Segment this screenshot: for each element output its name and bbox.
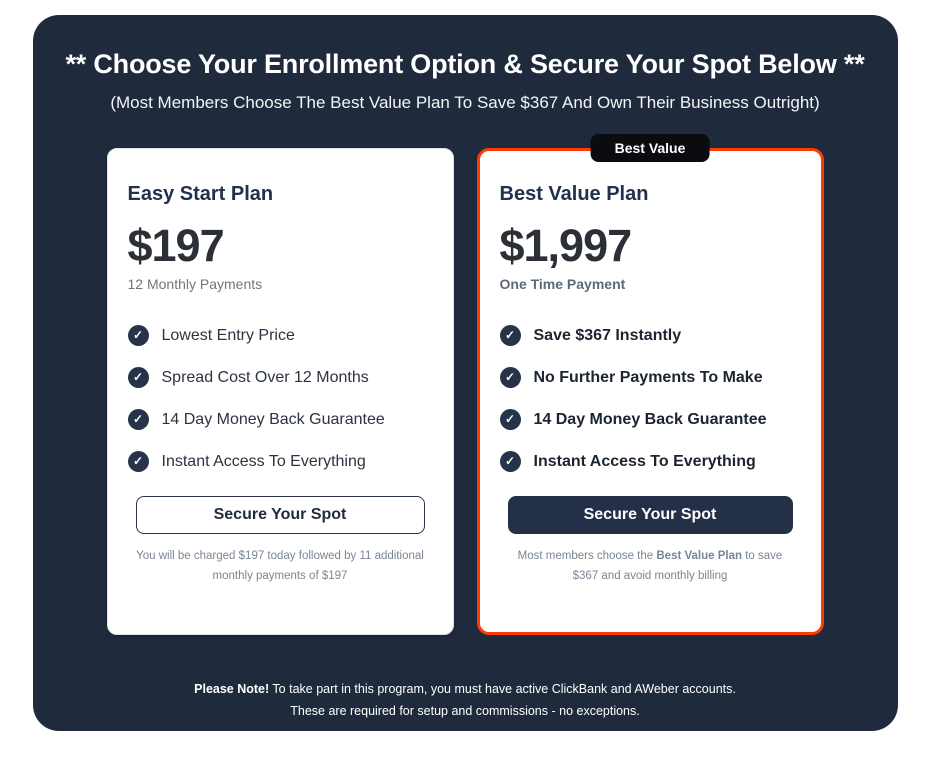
plan-title: Easy Start Plan [127,183,274,205]
feature-item: ✓ 14 Day Money Back Guarantee [499,409,801,430]
enrollment-heading: ** Choose Your Enrollment Option & Secur… [65,49,865,79]
plan-price: $197 [127,220,225,271]
feature-label: Instant Access To Everything [533,453,756,470]
check-icon: ✓ [127,409,149,430]
feature-item: ✓ Save $367 Instantly [499,325,801,346]
plan-card-easy-start: Easy Start Plan $197 12 Monthly Payments… [106,148,454,635]
feature-list: ✓ Save $367 Instantly ✓ No Further Payme… [499,325,801,472]
feature-label: 14 Day Money Back Guarantee [533,411,767,428]
enrollment-subheading: (Most Members Choose The Best Value Plan… [110,93,820,112]
plan-price: $1,997 [499,220,633,271]
feature-item: ✓ Instant Access To Everything [499,451,801,472]
feature-label: Instant Access To Everything [161,453,366,470]
secure-spot-button-best[interactable]: Secure Your Spot [507,496,793,534]
feature-item: ✓ No Further Payments To Make [499,367,801,388]
feature-item: ✓ 14 Day Money Back Guarantee [127,409,433,430]
billing-term: 12 Monthly Payments [127,276,263,292]
check-icon: ✓ [499,325,521,346]
plan-card-best-value: Best Value Best Value Plan $1,997 One Ti… [476,134,824,635]
check-icon: ✓ [127,367,149,388]
feature-label: Lowest Entry Price [161,327,295,344]
plan-title: Best Value Plan [499,183,649,205]
best-value-badge: Best Value [590,134,710,162]
feature-item: ✓ Spread Cost Over 12 Months [127,367,433,388]
feature-list: ✓ Lowest Entry Price ✓ Spread Cost Over … [127,325,433,472]
note-emphasis: Please Note! [194,682,270,696]
feature-item: ✓ Lowest Entry Price [127,325,433,346]
secure-spot-button-easy[interactable]: Secure Your Spot [135,496,425,534]
feature-label: Save $367 Instantly [533,327,682,344]
feature-label: No Further Payments To Make [533,369,763,386]
note-line1: To take part in this program, you must h… [269,682,736,696]
note-line2: These are required for setup and commiss… [290,703,640,718]
check-icon: ✓ [499,367,521,388]
enrollment-panel: ** Choose Your Enrollment Option & Secur… [32,15,898,731]
fine-print-text: to save $367 and avoid monthly billing [572,550,783,583]
feature-label: Spread Cost Over 12 Months [161,369,369,386]
plan-cards-row: Easy Start Plan $197 12 Monthly Payments… [33,134,898,635]
feature-label: 14 Day Money Back Guarantee [161,411,385,428]
feature-item: ✓ Instant Access To Everything [127,451,433,472]
check-icon: ✓ [127,325,149,346]
check-icon: ✓ [127,451,149,472]
fine-print-text: Most members choose the [517,550,657,562]
accounts-note: Please Note! To take part in this progra… [33,679,898,723]
fine-print-best: Most members choose the Best Value Plan … [500,546,801,586]
check-icon: ✓ [499,451,521,472]
fine-print-easy: You will be charged $197 today followed … [136,550,424,583]
fine-print-bold: Best Value Plan [656,550,743,562]
billing-term: One Time Payment [499,276,626,292]
check-icon: ✓ [499,409,521,430]
